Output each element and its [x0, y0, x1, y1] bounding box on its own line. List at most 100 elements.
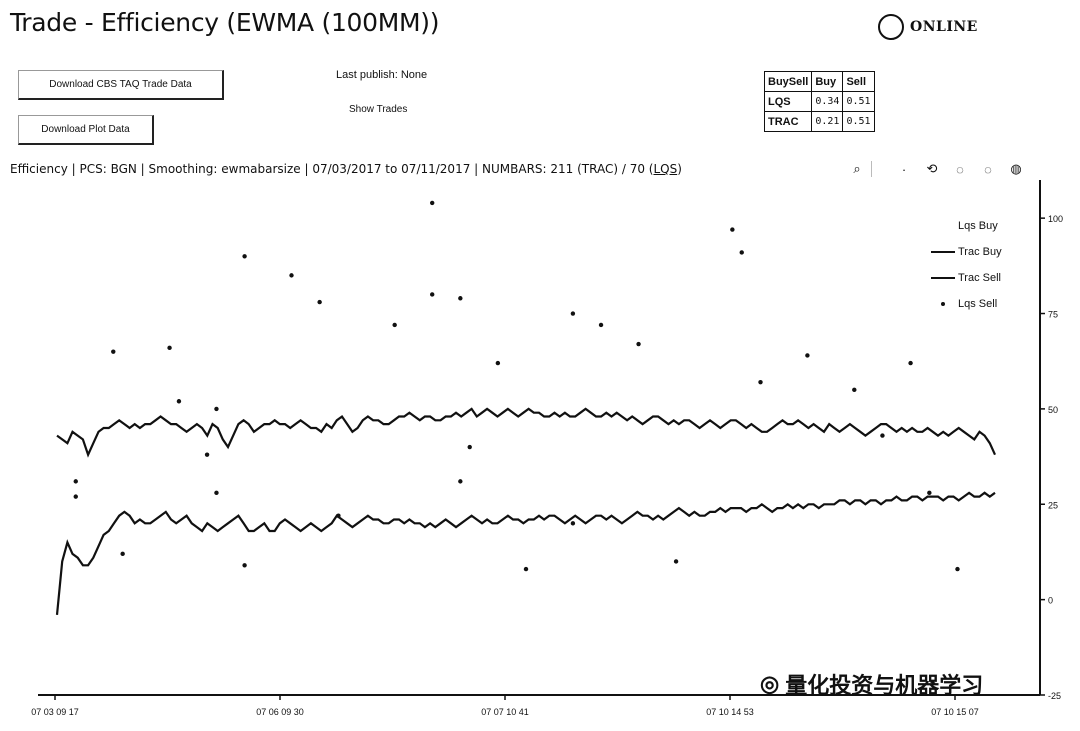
table-row-label: LQS — [763, 91, 813, 112]
table-cell-buy: 0.21 — [811, 111, 844, 132]
scatter-point — [73, 479, 78, 484]
y-tick-label: 75 — [1048, 310, 1058, 320]
page-title: Trade - Efficiency (EWMA (100MM)) — [10, 8, 440, 37]
scatter-point — [204, 452, 210, 457]
legend-line-icon — [931, 276, 955, 280]
online-label: ONLINE — [910, 19, 978, 35]
scatter-point — [73, 494, 78, 499]
legend-item[interactable]: Trac Sell — [930, 265, 1002, 291]
info-close-paren: ) — [677, 162, 682, 176]
legend-dot-icon — [941, 302, 945, 306]
pan-icon[interactable]: · — [901, 161, 907, 177]
scatter-point — [852, 387, 857, 393]
x-tick-label: 07 10 15 07 — [931, 707, 979, 717]
y-tick-label: 0 — [1048, 596, 1053, 606]
scatter-point — [242, 563, 247, 568]
info-text: Efficiency | PCS: BGN | Smoothing: ewmab… — [10, 162, 654, 176]
zoom-in-icon[interactable]: ◌ — [956, 161, 964, 177]
x-tick-label: 07 10 14 53 — [706, 707, 754, 717]
scatter-point — [317, 299, 322, 305]
scatter-point — [673, 559, 679, 564]
scatter-point — [289, 273, 294, 278]
chart-toolbar: ⌕ · ⟲ ◌ ◌ ◍ — [843, 158, 1030, 180]
scatter-point — [214, 406, 219, 412]
download-plot-data-button[interactable]: Download Plot Data — [18, 115, 154, 145]
scatter-point — [430, 292, 435, 297]
table-cell-buy: 0.34 — [811, 91, 844, 112]
efficiency-chart[interactable]: 100 75 50 25 0 -25 07 03 09 17 07 06 09 30 07 07… — [0, 180, 1080, 731]
download-cbs-taq-button[interactable]: Download CBS TAQ Trade Data — [18, 70, 224, 100]
legend-line-icon — [931, 250, 955, 254]
table-cell-sell: 0.51 — [842, 111, 875, 132]
scatter-point — [955, 566, 960, 572]
scatter-point — [598, 322, 604, 328]
scatter-point — [242, 254, 247, 259]
scatter-point — [214, 490, 219, 496]
scatter-point — [758, 379, 763, 385]
scatter-point — [467, 444, 472, 450]
scatter-point — [392, 322, 397, 328]
scatter-point — [176, 399, 182, 404]
scatter-point — [570, 521, 576, 526]
watermark-text: 量化投资与机器学习 — [785, 673, 984, 698]
scatter-point — [336, 513, 341, 518]
online-status: ONLINE — [878, 14, 978, 40]
chart-legend: Lqs Buy Trac Buy Trac Sell Lqs Sell — [930, 213, 1002, 317]
x-tick-label: 07 07 10 41 — [481, 707, 529, 717]
scatter-point — [495, 360, 501, 366]
scatter-point — [927, 490, 932, 496]
x-tick-label: 07 06 09 30 — [256, 707, 304, 717]
lqs-link[interactable]: LQS — [653, 162, 678, 176]
toolbar-divider — [871, 161, 872, 177]
table-cell-sell: 0.51 — [842, 91, 875, 112]
x-tick-label: 07 03 09 17 — [31, 707, 79, 717]
zoom-icon[interactable]: ⌕ — [853, 161, 861, 176]
legend-label: Trac Sell — [958, 272, 1001, 284]
series-line — [55, 491, 996, 616]
scatter-point — [636, 341, 641, 347]
scatter-point — [458, 479, 463, 484]
y-tick-label: 100 — [1048, 214, 1063, 224]
scatter-point — [523, 566, 529, 572]
legend-item[interactable]: Lqs Sell — [930, 291, 1002, 317]
scatter-point — [880, 433, 885, 438]
scatter-point — [805, 353, 810, 358]
y-tick-label: 25 — [1048, 500, 1058, 510]
table-header-cell: Buy — [811, 71, 844, 92]
legend-item[interactable]: Lqs Buy — [930, 213, 1002, 239]
table-row-label: TRAC — [763, 111, 813, 132]
legend-label: Trac Buy — [958, 246, 1002, 258]
refresh-icon[interactable]: ◍ — [1010, 161, 1022, 176]
scatter-point — [908, 360, 913, 366]
scatter-point — [458, 296, 463, 301]
show-trades-toggle[interactable]: Show Trades — [349, 104, 408, 115]
scatter-point — [570, 311, 576, 316]
scatter-point — [111, 349, 116, 354]
table-header-cell: BuySell — [763, 71, 813, 92]
chart-info-bar: Efficiency | PCS: BGN | Smoothing: ewmab… — [10, 162, 682, 176]
legend-swatch — [930, 276, 956, 280]
table-header-cell: Sell — [842, 71, 875, 92]
table-header-row: BuySell Buy Sell — [763, 71, 875, 92]
scatter-point — [120, 551, 125, 557]
y-tick-label: -25 — [1048, 691, 1061, 701]
reset-icon[interactable]: ⟲ — [926, 161, 938, 176]
legend-label: Lqs Sell — [958, 298, 998, 310]
legend-item[interactable]: Trac Buy — [930, 239, 1002, 265]
y-tick-label: 50 — [1048, 405, 1058, 415]
last-publish-text: Last publish: None — [336, 69, 428, 81]
scatter-point — [730, 227, 735, 232]
series-line — [56, 407, 997, 458]
legend-swatch — [930, 302, 956, 306]
legend-label: Lqs Buy — [958, 220, 998, 232]
scatter-point — [739, 250, 744, 255]
scatter-point — [167, 345, 172, 351]
zoom-out-icon[interactable]: ◌ — [984, 161, 992, 177]
table-row: TRAC 0.21 0.51 — [763, 111, 875, 132]
scatter-point — [430, 200, 435, 206]
legend-swatch — [930, 250, 956, 254]
status-circle-icon — [878, 14, 904, 40]
watermark: ◎ 量化投资与机器学习 — [760, 668, 983, 700]
wechat-icon: ◎ — [760, 671, 780, 696]
buysell-table: BuySell Buy Sell LQS 0.34 0.51 TRAC 0.21… — [763, 71, 875, 132]
